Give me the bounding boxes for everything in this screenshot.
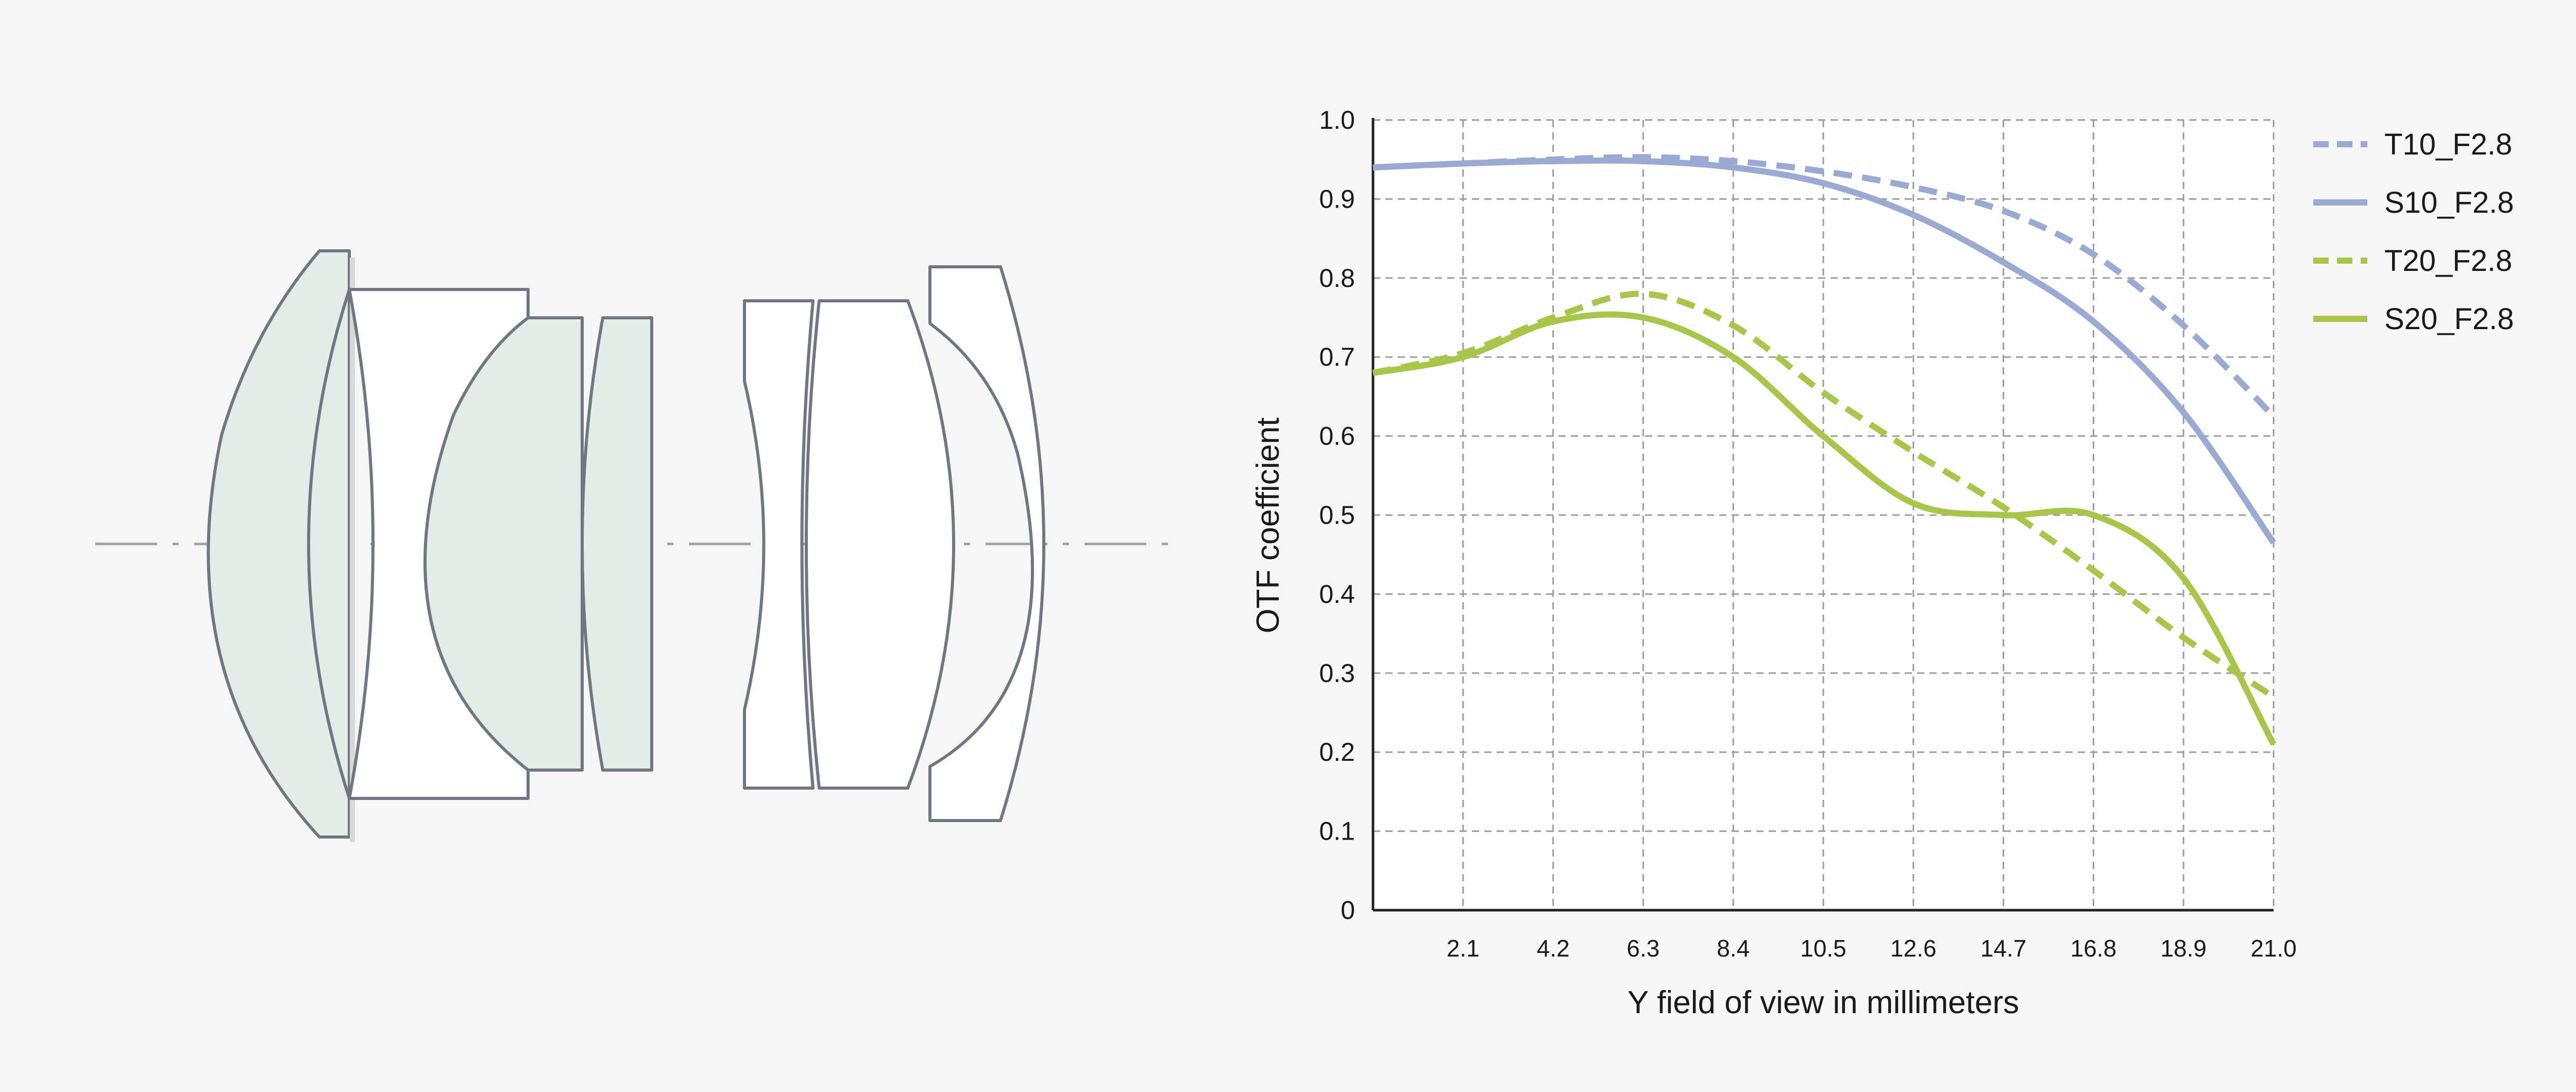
lens-element-5 (743, 299, 815, 790)
lens-element-2-inner-curve (307, 289, 351, 799)
y-tick-label: 0.9 (1319, 184, 1355, 213)
series-lines (1372, 154, 2277, 746)
x-tick-label: 8.4 (1717, 935, 1750, 962)
series-line-t20-f2-8 (1372, 291, 2276, 699)
lens-element-7 (928, 265, 1045, 822)
x-tick-label: 2.1 (1447, 935, 1480, 962)
y-tick-label: 0.6 (1319, 422, 1355, 451)
y-axis-label: OTF coefficient (1250, 417, 1286, 633)
otf-chart: 2.1 4.2 6.3 8.4 10.5 12.6 14.7 16.8 18.9 21.0 0 0.… (1250, 106, 2514, 1020)
x-tick-label: 14.7 (1980, 935, 2027, 962)
x-tick-label: 12.6 (1890, 935, 1937, 962)
x-tick-label: 18.9 (2160, 935, 2207, 962)
lens-element-4 (581, 316, 653, 772)
y-tick-labels: 0 0.1 0.2 0.3 0.4 0.5 0.6 0.7 0.8 0.9 1.0 (1319, 106, 1355, 925)
lens-element-3 (423, 316, 584, 772)
x-tick-label: 4.2 (1537, 935, 1570, 962)
series-line-s20-f2-8 (1372, 311, 2277, 746)
lens-element-6 (805, 299, 955, 790)
x-axis-label: Y field of view in millimeters (1628, 985, 2019, 1020)
y-tick-label: 0.4 (1319, 579, 1355, 608)
x-tick-label: 6.3 (1626, 935, 1659, 962)
legend-label: T20_F2.8 (2384, 244, 2512, 278)
lens-cross-section-icon (95, 249, 1180, 842)
y-tick-label: 0.8 (1319, 264, 1355, 293)
series-line-t10-f2-8 (1372, 154, 2276, 419)
legend: T10_F2.8 S10_F2.8 T20_F2.8 S20_F2.8 (2313, 128, 2514, 336)
x-tick-label: 16.8 (2071, 935, 2117, 962)
legend-label: T10_F2.8 (2384, 128, 2512, 161)
y-tick-label: 0.5 (1319, 501, 1355, 530)
legend-label: S20_F2.8 (2384, 302, 2514, 336)
axes (1371, 118, 2274, 912)
lens-element-1 (207, 249, 351, 839)
x-tick-labels: 2.1 4.2 6.3 8.4 10.5 12.6 14.7 16.8 18.9 21.0 (1447, 935, 2297, 962)
x-tick-label: 10.5 (1800, 935, 1846, 962)
legend-label: S10_F2.8 (2384, 186, 2514, 219)
y-tick-label: 1.0 (1319, 106, 1355, 134)
y-tick-label: 0 (1341, 896, 1355, 925)
y-tick-label: 0.7 (1319, 343, 1355, 371)
x-tick-label: 21.0 (2250, 935, 2297, 962)
y-tick-label: 0.1 (1319, 817, 1355, 846)
y-tick-label: 0.2 (1319, 738, 1355, 766)
y-tick-label: 0.3 (1319, 659, 1355, 688)
